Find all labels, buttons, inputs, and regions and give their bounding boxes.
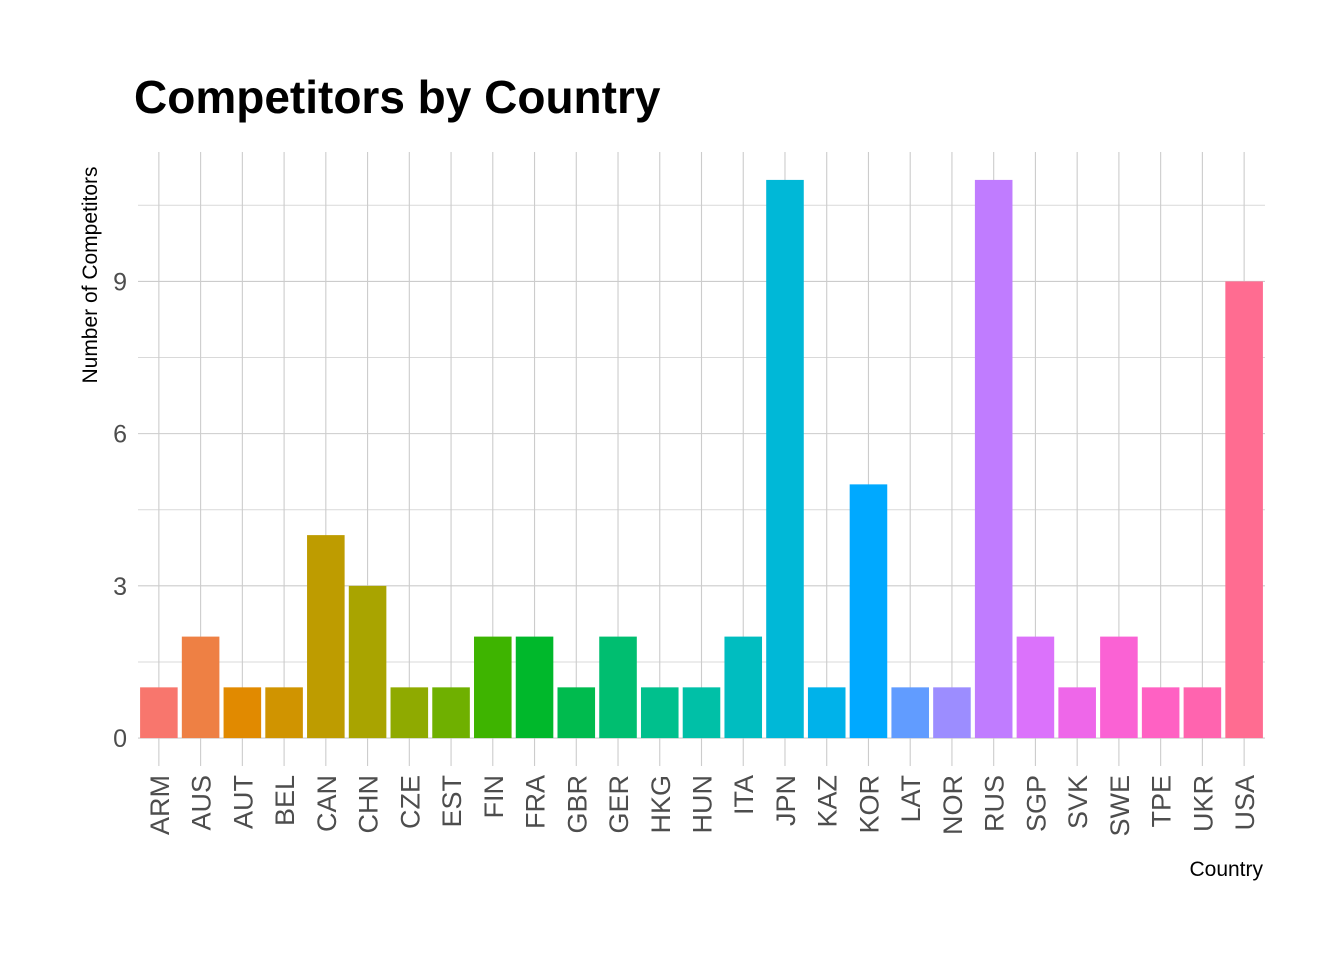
x-tick-label: FRA	[521, 775, 551, 829]
x-tick-label: SWE	[1105, 775, 1135, 837]
x-tick-label: SVK	[1063, 775, 1093, 829]
bar-ita	[724, 636, 763, 739]
x-tick-label: AUS	[187, 775, 217, 831]
bar-sgp	[1016, 636, 1055, 739]
bar-ukr	[1183, 687, 1222, 739]
x-tick-label: ARM	[145, 775, 175, 835]
bar-hun	[682, 687, 721, 739]
bar-fin	[474, 636, 512, 739]
y-tick-label: 0	[113, 725, 127, 753]
y-tick-label: 9	[113, 268, 127, 296]
bar-aut	[223, 687, 262, 739]
x-tick-label: RUS	[980, 775, 1010, 832]
bar-rus	[974, 179, 1013, 739]
bar-chn	[348, 585, 387, 739]
x-tick-label: CHN	[354, 775, 384, 834]
x-tick-label: SGP	[1021, 775, 1051, 832]
bar-jpn	[766, 179, 804, 739]
x-tick-label: FIN	[479, 775, 509, 819]
x-tick-label: TPE	[1147, 775, 1177, 828]
x-tick-label: NOR	[938, 775, 968, 835]
x-tick-label: KAZ	[813, 775, 843, 828]
y-axis-title: Number of Competitors	[79, 166, 102, 383]
x-tick-label: CAN	[312, 775, 342, 832]
x-tick-label: BEL	[270, 775, 300, 826]
y-tick-label: 6	[113, 421, 127, 449]
x-tick-label: UKR	[1188, 775, 1218, 832]
bar-nor	[933, 687, 971, 739]
x-tick-label: ITA	[729, 775, 759, 815]
bars	[140, 179, 1263, 739]
x-tick-label: GER	[604, 775, 634, 834]
x-tick-label: USA	[1230, 775, 1260, 831]
x-axis-ticks: ARM AUS AUT BEL CAN CHN CZE EST FIN FRA GBR GER HKG H…	[145, 775, 1260, 837]
bar-can	[307, 535, 345, 739]
x-tick-label: KOR	[854, 775, 884, 834]
x-tick-label: HKG	[646, 775, 676, 834]
bar-est	[432, 687, 470, 739]
bar-usa	[1225, 281, 1263, 739]
x-tick-label: AUT	[228, 775, 258, 829]
bar-swe	[1100, 636, 1138, 739]
bar-fra	[515, 636, 554, 739]
x-tick-label: GBR	[562, 775, 592, 834]
x-tick-label: CZE	[395, 775, 425, 829]
x-tick-label: HUN	[688, 775, 718, 834]
bar-bel	[265, 687, 303, 739]
bar-arm	[140, 687, 178, 739]
x-tick-label: JPN	[771, 775, 801, 826]
x-axis-title: Country	[1189, 858, 1263, 881]
y-axis-ticks: 0 3 6 9	[113, 268, 127, 753]
bar-gbr	[557, 687, 596, 739]
x-tick-label: EST	[437, 775, 467, 828]
x-tick-label: LAT	[896, 775, 926, 823]
bar-svk	[1058, 687, 1096, 739]
bar-kaz	[807, 687, 846, 739]
bar-kor	[849, 484, 888, 739]
bar-aus	[181, 636, 220, 739]
bar-ger	[599, 636, 637, 739]
y-tick-label: 3	[113, 573, 127, 601]
bar-lat	[891, 687, 929, 739]
bar-tpe	[1141, 687, 1180, 739]
bar-hkg	[640, 687, 679, 739]
chart-title: Competitors by Country	[134, 71, 661, 123]
bar-cze	[390, 687, 429, 739]
